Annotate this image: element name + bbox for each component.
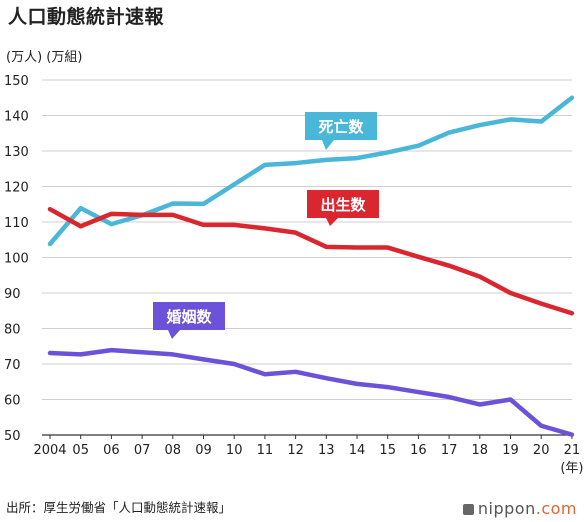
x-tick-label: 16 bbox=[410, 443, 427, 458]
y-tick-label: 150 bbox=[4, 74, 29, 89]
y-tick-label: 100 bbox=[4, 252, 29, 267]
y-tick-label: 60 bbox=[4, 394, 21, 409]
x-tick-label: 07 bbox=[134, 443, 151, 458]
series-callout-box bbox=[305, 112, 377, 140]
x-tick-label: 12 bbox=[287, 443, 304, 458]
series-line bbox=[47, 347, 575, 437]
nippon-logo: nippon.com bbox=[462, 499, 577, 518]
x-tick-label: 09 bbox=[195, 443, 212, 458]
page-title: 人口動態統計速報 bbox=[8, 6, 165, 28]
x-tick-label: 20 bbox=[533, 443, 550, 458]
y-tick-label: 50 bbox=[4, 429, 21, 444]
x-tick-label: 13 bbox=[318, 443, 335, 458]
nippon-logo-icon bbox=[462, 504, 474, 515]
logo-suffix: .com bbox=[535, 499, 577, 518]
x-tick-label: 15 bbox=[379, 443, 396, 458]
x-tick-label: 11 bbox=[257, 443, 274, 458]
series-callout-box bbox=[307, 190, 379, 218]
y-tick-label: 80 bbox=[4, 323, 21, 338]
series-label: 死亡数 bbox=[318, 118, 364, 136]
series-callout-box bbox=[153, 302, 225, 330]
y-tick-label: 130 bbox=[4, 145, 29, 160]
x-tick-label: 08 bbox=[165, 443, 182, 458]
x-axis-unit-label: (年) bbox=[560, 461, 583, 476]
logo-prefix: nippon bbox=[477, 499, 536, 518]
x-tick-label: 18 bbox=[472, 443, 489, 458]
x-tick-label: 10 bbox=[226, 443, 243, 458]
y-tick-label: 110 bbox=[4, 216, 29, 231]
x-tick-label: 19 bbox=[502, 443, 519, 458]
x-tick-label: 21 bbox=[564, 443, 581, 458]
series-callout-tail bbox=[326, 218, 338, 226]
x-tick-label: 2004 bbox=[33, 443, 66, 458]
series-label: 出生数 bbox=[320, 196, 366, 214]
series-callout-tail bbox=[168, 330, 180, 339]
series-line bbox=[47, 206, 575, 316]
series-callout-tail bbox=[322, 140, 334, 150]
x-tick-label: 06 bbox=[103, 443, 120, 458]
source-note: 出所：厚生労働省「人口動態統計速報」 bbox=[6, 500, 232, 515]
y-axis-unit-label: (万人) (万組) bbox=[6, 50, 83, 65]
y-tick-label: 140 bbox=[4, 110, 29, 125]
x-tick-label: 17 bbox=[441, 443, 458, 458]
y-tick-label: 120 bbox=[4, 181, 29, 196]
y-tick-label: 70 bbox=[4, 358, 21, 373]
series-label: 婚姻数 bbox=[166, 308, 212, 326]
y-tick-label: 90 bbox=[4, 287, 21, 302]
x-tick-label: 05 bbox=[72, 443, 89, 458]
x-tick-label: 14 bbox=[349, 443, 366, 458]
